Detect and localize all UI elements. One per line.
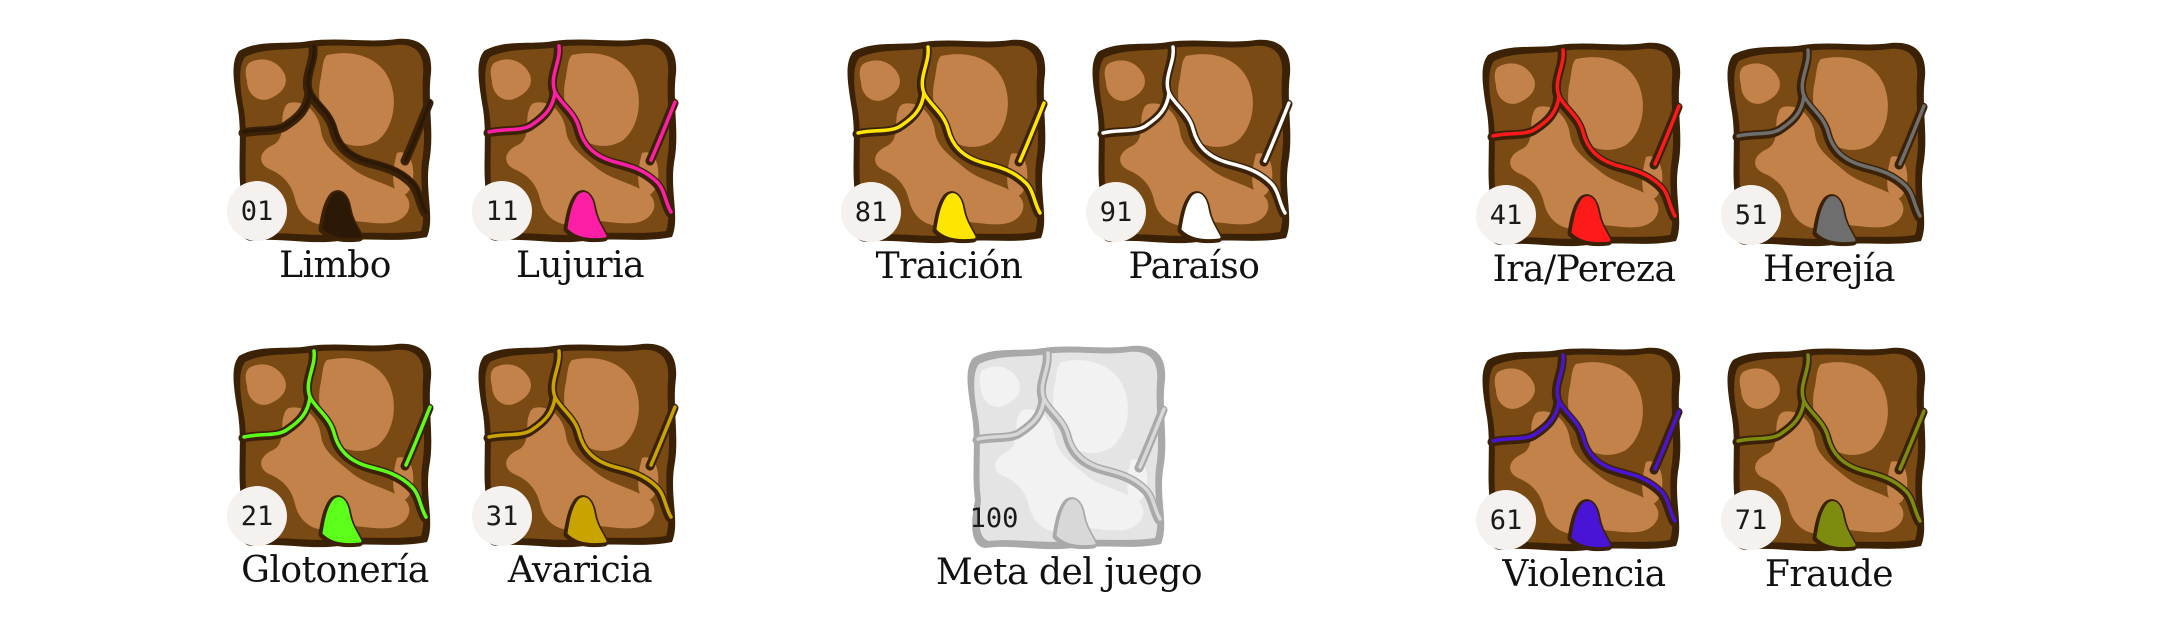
tile-label: Traición — [875, 246, 1023, 287]
tile-avaricia[interactable]: 31 Avaricia — [472, 338, 686, 628]
tile-fraude[interactable]: 71 Fraude — [1721, 342, 1935, 632]
tile-label: Violencia — [1502, 554, 1666, 595]
tile-paraiso[interactable]: 91 Paraíso — [1086, 34, 1300, 324]
board-ira-pereza-icon — [1482, 42, 1683, 247]
tile-number-badge: 61 — [1476, 490, 1536, 550]
board-fraude-icon — [1727, 347, 1928, 552]
tile-label: Fraude — [1764, 554, 1894, 595]
tile-herejia[interactable]: 51 Herejía — [1721, 37, 1935, 327]
tile-number-badge: 100 — [969, 502, 1019, 534]
tile-number-badge: 91 — [1086, 182, 1146, 242]
tile-label: Herejía — [1763, 249, 1895, 290]
board-paraiso-icon — [1092, 39, 1293, 244]
board-traicion-icon — [847, 39, 1048, 244]
tile-number-badge: 41 — [1476, 185, 1536, 245]
tile-number-badge: 21 — [227, 486, 287, 546]
board-herejia-icon — [1727, 42, 1928, 247]
tile-number-badge: 51 — [1721, 185, 1781, 245]
board-lujuria-icon — [478, 38, 679, 243]
board-meta-icon — [967, 345, 1168, 550]
tile-label: Avaricia — [507, 550, 653, 591]
tile-number-badge: 71 — [1721, 490, 1781, 550]
board-limbo-icon — [233, 38, 434, 243]
tile-violencia[interactable]: 61 Violencia — [1476, 342, 1690, 632]
tile-number-badge: 81 — [841, 182, 901, 242]
tile-glotoneria[interactable]: 21 Glotonería — [227, 338, 441, 628]
tile-label: Limbo — [279, 245, 391, 286]
tile-traicion[interactable]: 81 Traición — [841, 34, 1055, 324]
tile-number-badge: 31 — [472, 486, 532, 546]
board-avaricia-icon — [478, 343, 679, 548]
tile-label: Paraíso — [1128, 246, 1260, 287]
board-glotoneria-icon — [233, 343, 434, 548]
tile-lujuria[interactable]: 11 Lujuria — [472, 33, 686, 323]
tile-label: Ira/Pereza — [1492, 249, 1676, 290]
tile-label: Glotonería — [241, 550, 429, 591]
tile-ira-pereza[interactable]: 41 Ira/Pereza — [1476, 37, 1690, 327]
tile-number-badge: 01 — [227, 181, 287, 241]
tile-label: Meta del juego — [935, 552, 1203, 593]
tile-number-badge: 11 — [472, 181, 532, 241]
tile-limbo[interactable]: 01 Limbo — [227, 33, 441, 323]
tile-label: Lujuria — [515, 245, 645, 286]
tile-meta-del-juego[interactable]: 100 Meta del juego — [936, 340, 1203, 630]
board-violencia-icon — [1482, 347, 1683, 552]
